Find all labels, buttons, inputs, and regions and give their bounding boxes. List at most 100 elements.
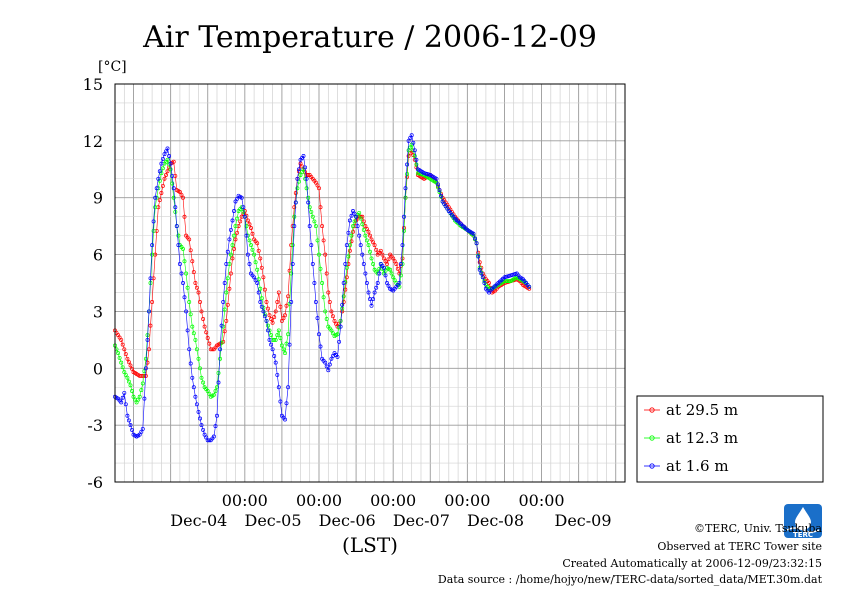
data-point (179, 271, 184, 276)
data-point (283, 351, 287, 356)
data-point (338, 318, 343, 323)
x-tick-time: 00:00 (222, 491, 268, 510)
data-point (143, 366, 148, 371)
data-point (145, 337, 150, 342)
data-point (402, 228, 406, 233)
data-point (245, 218, 250, 223)
data-point (286, 385, 291, 390)
data-point (344, 275, 349, 280)
data-point (205, 336, 210, 340)
data-point (349, 239, 354, 244)
data-point (361, 227, 366, 232)
x-tick-date: Dec-09 (554, 511, 611, 530)
data-point (196, 356, 201, 361)
data-point (259, 296, 264, 301)
data-point (191, 385, 196, 390)
data-point (130, 366, 134, 371)
data-point (154, 186, 159, 191)
data-point (216, 380, 221, 385)
data-point (278, 336, 283, 340)
legend-marker (649, 435, 655, 441)
data-point (142, 396, 147, 401)
data-point (168, 167, 173, 172)
data-point (182, 295, 187, 300)
data-point (123, 372, 128, 377)
data-point (238, 219, 243, 224)
data-point (312, 219, 317, 224)
y-tick-label: -3 (87, 416, 103, 435)
data-point (162, 176, 167, 181)
data-point (258, 300, 263, 304)
data-point (187, 237, 192, 242)
data-point (123, 352, 128, 357)
data-point (262, 287, 267, 292)
data-point (176, 233, 181, 238)
data-point (222, 307, 227, 312)
x-tick-time: 00:00 (444, 491, 490, 510)
data-point (321, 238, 326, 243)
data-point (371, 297, 376, 302)
data-point (337, 339, 342, 344)
data-point (185, 285, 190, 290)
data-point (259, 265, 264, 270)
data-point (292, 214, 297, 219)
data-point (369, 237, 374, 242)
data-point (295, 176, 300, 181)
data-point (375, 281, 380, 285)
data-point (160, 156, 165, 161)
data-point (374, 285, 379, 290)
data-point (126, 418, 131, 423)
data-point (253, 278, 258, 283)
x-tick-date: Dec-04 (170, 511, 227, 530)
data-point (193, 394, 198, 399)
chart-title: Air Temperature / 2006-12-09 (142, 20, 597, 55)
data-point (347, 248, 352, 253)
data-point (233, 224, 238, 229)
data-point (122, 390, 127, 395)
x-tick-date: Dec-05 (244, 511, 301, 530)
data-point (227, 286, 232, 291)
footer: ©TERC, Univ. Tsukuba Observed at TERC To… (438, 522, 823, 586)
data-point (159, 161, 164, 166)
data-point (153, 195, 158, 200)
data-point (249, 226, 253, 230)
data-point (287, 342, 292, 347)
data-point (317, 332, 321, 337)
data-point (409, 133, 414, 138)
data-point (198, 366, 202, 371)
data-point (366, 229, 371, 234)
data-point (201, 317, 206, 321)
data-point (276, 290, 281, 295)
data-point (222, 281, 227, 285)
data-point (343, 262, 348, 266)
data-point (131, 394, 136, 399)
data-point (182, 214, 187, 219)
data-point (326, 290, 331, 295)
data-point (210, 347, 215, 352)
data-point (247, 238, 252, 243)
data-point (392, 259, 397, 264)
data-point (228, 252, 233, 257)
data-point (395, 266, 400, 271)
data-point (380, 252, 385, 257)
data-point (318, 344, 323, 349)
y-tick-label: 15 (83, 75, 103, 94)
data-point (204, 330, 209, 335)
data-point (230, 243, 235, 248)
data-point (330, 331, 335, 336)
data-point (402, 214, 406, 219)
data-point (298, 173, 303, 177)
data-point (279, 318, 284, 323)
data-point (414, 157, 419, 162)
terc-logo: TERC (784, 504, 822, 539)
data-point (249, 243, 253, 248)
data-point (193, 281, 198, 285)
x-tick-date: Dec-08 (467, 511, 524, 530)
data-point (148, 276, 153, 281)
data-point (281, 347, 286, 352)
data-point (256, 290, 261, 295)
data-point (252, 275, 257, 280)
x-tick-time: 00:00 (370, 491, 416, 510)
data-point (480, 275, 485, 280)
data-point (323, 360, 328, 365)
